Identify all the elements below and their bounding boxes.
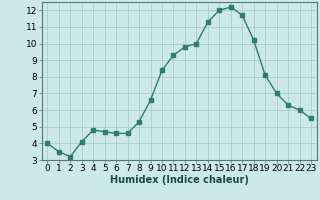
X-axis label: Humidex (Indice chaleur): Humidex (Indice chaleur) — [110, 175, 249, 185]
